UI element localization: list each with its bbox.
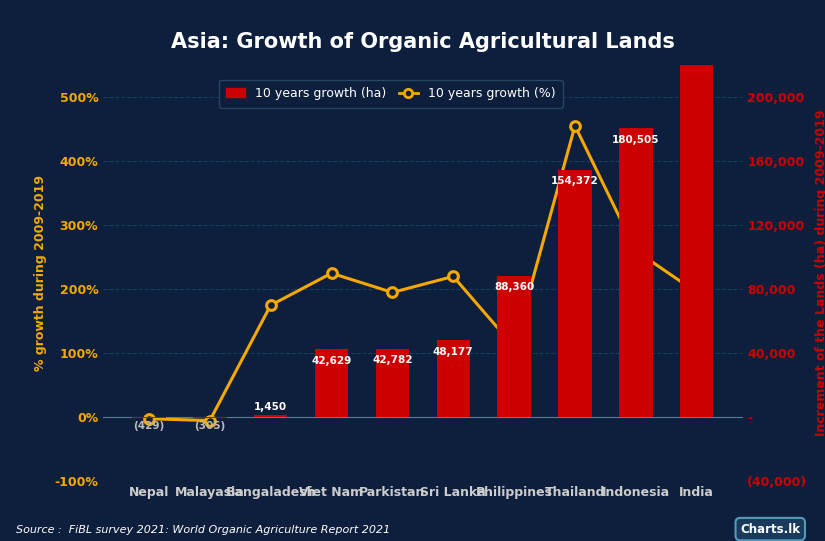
Bar: [497, 276, 530, 418]
Text: 1,450: 1,450: [254, 402, 287, 412]
Text: 42,629: 42,629: [311, 355, 351, 366]
Legend: 10 years growth (ha), 10 years growth (%): 10 years growth (ha), 10 years growth (%…: [219, 80, 563, 108]
Text: (429): (429): [134, 421, 164, 431]
Bar: [436, 340, 470, 418]
Bar: [254, 415, 287, 418]
Bar: [315, 349, 348, 418]
Bar: [375, 349, 409, 418]
Text: 48,177: 48,177: [433, 347, 474, 357]
Text: 42,782: 42,782: [372, 355, 412, 365]
Title: Asia: Growth of Organic Agricultural Lands: Asia: Growth of Organic Agricultural Lan…: [171, 32, 675, 52]
Text: Charts.lk: Charts.lk: [740, 523, 800, 536]
Text: Source :  FiBL survey 2021: World Organic Agriculture Report 2021: Source : FiBL survey 2021: World Organic…: [16, 525, 391, 535]
Y-axis label: Increment of the Lands (ha) during 2009-2019: Increment of the Lands (ha) during 2009-…: [814, 110, 825, 437]
Bar: [619, 128, 653, 418]
Text: 154,372: 154,372: [551, 176, 599, 187]
Text: (305): (305): [194, 421, 225, 431]
Text: 88,360: 88,360: [494, 282, 535, 292]
Y-axis label: % growth during 2009-2019: % growth during 2009-2019: [35, 175, 48, 371]
Bar: [680, 0, 714, 418]
Text: 180,505: 180,505: [612, 135, 659, 144]
Bar: [559, 170, 592, 418]
